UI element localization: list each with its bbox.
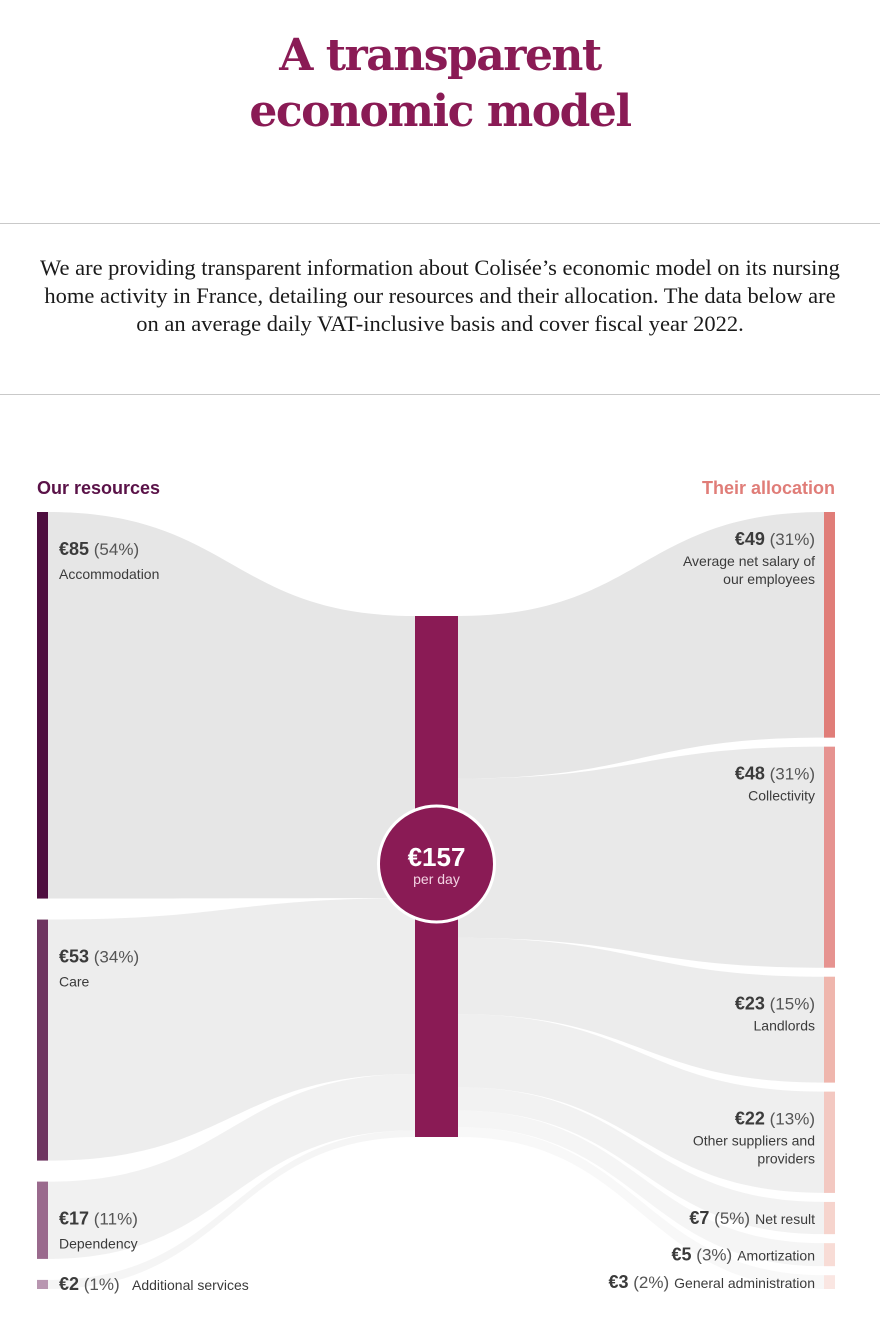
inflow-additional-services <box>48 1130 415 1289</box>
allocation-value-average-net-salary-of-our-employees: €49 (31%) <box>735 529 815 549</box>
allocation-bar-collectivity <box>824 746 835 968</box>
outflow-landlords <box>458 937 824 1083</box>
allocation-value-landlords: €23 (15%) <box>735 994 815 1014</box>
allocation-bar-average-net-salary-of-our-employees <box>824 512 835 738</box>
outflow-collectivity <box>458 746 824 968</box>
outflow-other-suppliers-and-providers <box>458 1014 824 1193</box>
center-total-caption: per day <box>413 871 460 887</box>
allocation-label-other-suppliers-and-providers-1: Other suppliers and <box>693 1133 815 1149</box>
left-header: Our resources <box>37 478 160 498</box>
inflow-accommodation <box>48 512 415 899</box>
allocation-value-amortization: €5 (3%) <box>672 1245 733 1265</box>
inflow-care <box>48 898 415 1161</box>
outflow-general-administration <box>458 1127 824 1289</box>
inflow-dependency <box>48 1073 415 1259</box>
allocation-label-average-net-salary-of-our-employees-2: our employees <box>723 571 815 587</box>
page-title: A transparent economic model <box>0 28 880 140</box>
allocation-label-amortization: Amortization <box>737 1248 815 1264</box>
allocation-label-general-administration: General administration <box>674 1275 815 1291</box>
allocation-bar-general-administration <box>824 1275 835 1289</box>
allocation-label-landlords: Landlords <box>754 1018 816 1034</box>
center-total-value: €157 <box>408 842 466 872</box>
resource-bar-care <box>37 919 48 1161</box>
allocation-label-collectivity: Collectivity <box>748 788 815 804</box>
node-group <box>37 512 835 1289</box>
allocation-bar-other-suppliers-and-providers <box>824 1091 835 1193</box>
resource-label-additional-services: Additional services <box>132 1277 249 1293</box>
title-line-2: economic model <box>249 86 632 137</box>
resource-value-additional-services: €2 (1%) <box>59 1274 120 1294</box>
intro-text: We are providing transparent information… <box>40 255 840 336</box>
allocation-bar-net-result <box>824 1201 835 1235</box>
inflow-group <box>48 512 415 1289</box>
allocation-bar-landlords <box>824 976 835 1083</box>
allocation-bar-amortization <box>824 1243 835 1267</box>
bottom-divider <box>0 394 880 395</box>
right-header: Their allocation <box>702 478 835 498</box>
resource-bar-dependency <box>37 1181 48 1259</box>
resource-value-accommodation: €85 (54%) <box>59 539 139 559</box>
allocation-label-other-suppliers-and-providers-2: providers <box>757 1151 815 1167</box>
title-line-1: A transparent <box>279 30 602 81</box>
allocation-value-general-administration: €3 (2%) <box>608 1272 669 1292</box>
outflow-group <box>458 512 824 1289</box>
outflow-amortization <box>458 1110 824 1267</box>
center-total-circle <box>377 804 496 924</box>
outflow-net-result <box>458 1087 824 1235</box>
resource-label-accommodation: Accommodation <box>59 566 159 582</box>
resource-value-care: €53 (34%) <box>59 947 139 967</box>
outflow-average-net-salary-of-our-employees <box>458 512 824 779</box>
resource-label-care: Care <box>59 974 90 990</box>
resource-value-dependency: €17 (11%) <box>59 1209 138 1229</box>
allocation-label-net-result: Net result <box>755 1211 815 1227</box>
allocation-label-average-net-salary-of-our-employees-1: Average net salary of <box>683 553 815 569</box>
resource-label-dependency: Dependency <box>59 1236 138 1252</box>
resource-bar-additional-services <box>37 1279 48 1289</box>
allocation-value-other-suppliers-and-providers: €22 (13%) <box>735 1109 815 1129</box>
top-divider <box>0 223 880 224</box>
allocation-value-net-result: €7 (5%) <box>689 1208 750 1228</box>
resource-bar-accommodation <box>37 512 48 899</box>
allocation-value-collectivity: €48 (31%) <box>735 764 815 784</box>
